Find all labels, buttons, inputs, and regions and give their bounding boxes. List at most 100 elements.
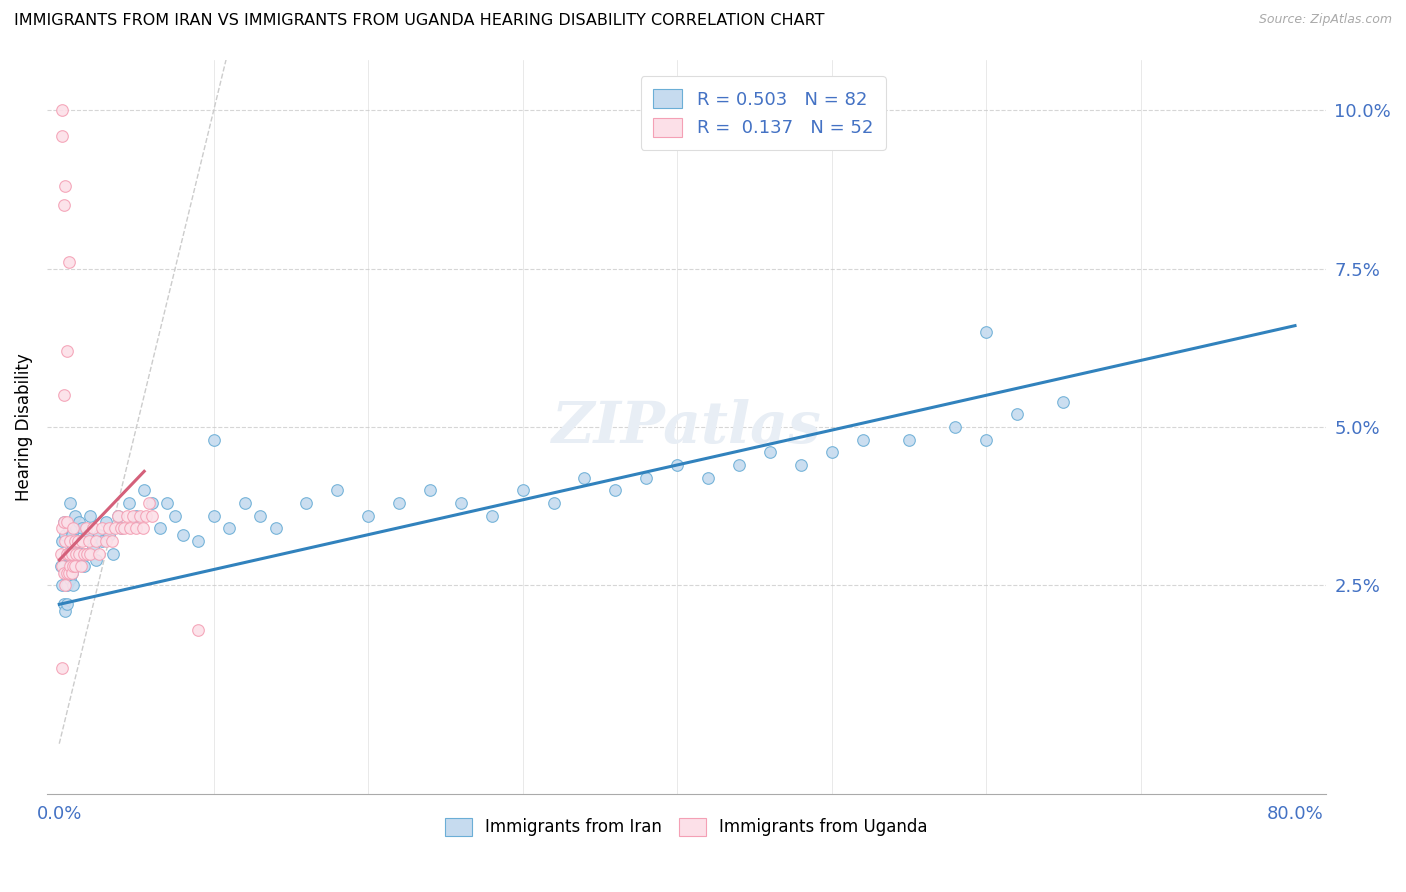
Point	[149, 521, 172, 535]
Point	[75, 547, 97, 561]
Point	[55, 179, 77, 194]
Point	[820, 445, 842, 459]
Point	[58, 521, 80, 535]
Point	[115, 508, 138, 523]
Point	[943, 420, 966, 434]
Point	[51, 521, 73, 535]
Point	[58, 566, 80, 580]
Point	[118, 496, 141, 510]
Point	[62, 578, 84, 592]
Point	[91, 521, 114, 535]
Point	[218, 521, 240, 535]
Point	[112, 521, 135, 535]
Point	[66, 534, 89, 549]
Point	[82, 541, 104, 555]
Point	[58, 547, 80, 561]
Point	[574, 470, 596, 484]
Point	[52, 559, 75, 574]
Point	[62, 559, 84, 574]
Point	[67, 515, 90, 529]
Point	[897, 433, 920, 447]
Point	[107, 508, 129, 523]
Point	[65, 547, 87, 561]
Point	[56, 547, 79, 561]
Point	[70, 559, 93, 574]
Point	[59, 572, 82, 586]
Point	[51, 534, 73, 549]
Point	[110, 521, 132, 535]
Point	[512, 483, 534, 498]
Point	[89, 547, 111, 561]
Point	[128, 508, 150, 523]
Point	[974, 325, 997, 339]
Point	[264, 521, 287, 535]
Point	[67, 547, 90, 561]
Point	[187, 623, 209, 637]
Point	[59, 534, 82, 549]
Point	[605, 483, 627, 498]
Point	[103, 547, 125, 561]
Point	[697, 470, 720, 484]
Point	[94, 534, 117, 549]
Point	[63, 559, 86, 574]
Point	[58, 559, 80, 574]
Point	[89, 527, 111, 541]
Point	[55, 578, 77, 592]
Point	[56, 547, 79, 561]
Point	[233, 496, 256, 510]
Point	[388, 496, 411, 510]
Point	[56, 343, 79, 358]
Point	[62, 521, 84, 535]
Point	[65, 559, 87, 574]
Point	[51, 661, 73, 675]
Point	[450, 496, 472, 510]
Point	[63, 534, 86, 549]
Point	[55, 566, 77, 580]
Point	[82, 521, 104, 535]
Point	[94, 515, 117, 529]
Point	[79, 547, 101, 561]
Y-axis label: Hearing Disability: Hearing Disability	[15, 353, 32, 501]
Point	[79, 508, 101, 523]
Point	[52, 566, 75, 580]
Text: IMMIGRANTS FROM IRAN VS IMMIGRANTS FROM UGANDA HEARING DISABILITY CORRELATION CH: IMMIGRANTS FROM IRAN VS IMMIGRANTS FROM …	[14, 13, 824, 29]
Point	[156, 496, 179, 510]
Point	[357, 508, 380, 523]
Point	[60, 566, 83, 580]
Point	[60, 547, 83, 561]
Point	[125, 521, 148, 535]
Point	[326, 483, 349, 498]
Text: ZIPatlas: ZIPatlas	[551, 399, 821, 455]
Point	[419, 483, 441, 498]
Point	[104, 521, 127, 535]
Point	[62, 541, 84, 555]
Point	[759, 445, 782, 459]
Point	[63, 553, 86, 567]
Point	[249, 508, 271, 523]
Point	[110, 521, 132, 535]
Point	[49, 547, 72, 561]
Point	[52, 388, 75, 402]
Point	[76, 547, 98, 561]
Point	[55, 534, 77, 549]
Point	[1005, 407, 1028, 421]
Point	[63, 508, 86, 523]
Point	[851, 433, 873, 447]
Point	[59, 559, 82, 574]
Point	[66, 534, 89, 549]
Point	[202, 508, 225, 523]
Point	[58, 255, 80, 269]
Point	[125, 508, 148, 523]
Point	[666, 458, 689, 472]
Point	[59, 534, 82, 549]
Point	[100, 534, 122, 549]
Point	[52, 598, 75, 612]
Point	[202, 433, 225, 447]
Point	[135, 508, 157, 523]
Point	[165, 508, 187, 523]
Point	[636, 470, 658, 484]
Point	[72, 534, 94, 549]
Point	[75, 521, 97, 535]
Point	[77, 534, 100, 549]
Point	[52, 515, 75, 529]
